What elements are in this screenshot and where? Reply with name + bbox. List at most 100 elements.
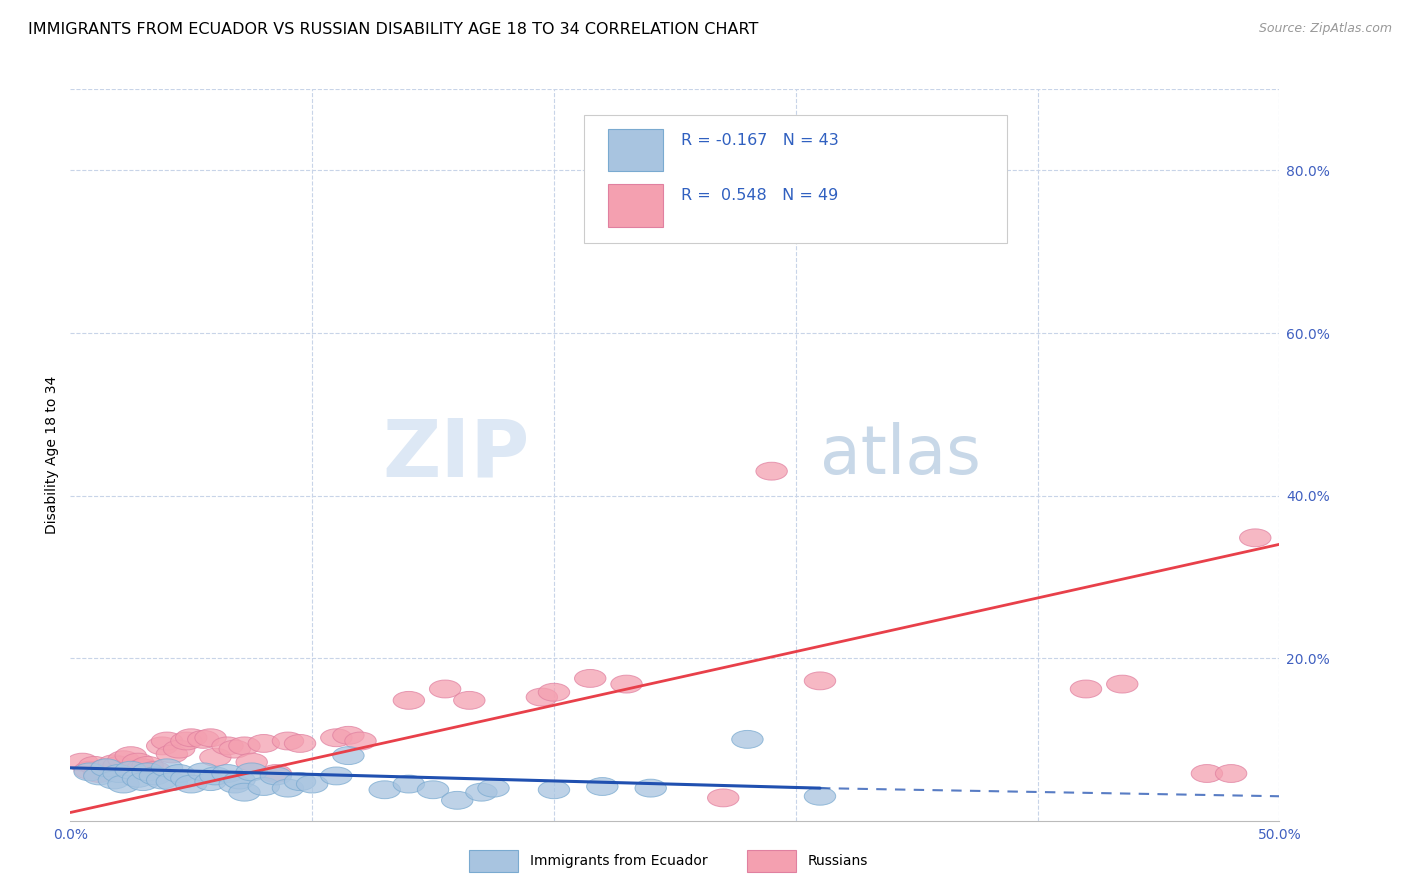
Ellipse shape [368, 780, 401, 798]
Ellipse shape [108, 751, 139, 769]
Ellipse shape [156, 772, 187, 790]
Ellipse shape [538, 780, 569, 798]
Ellipse shape [219, 740, 250, 758]
Ellipse shape [98, 771, 129, 789]
Ellipse shape [108, 775, 139, 793]
Ellipse shape [229, 737, 260, 755]
Ellipse shape [418, 780, 449, 798]
Ellipse shape [575, 670, 606, 688]
Ellipse shape [152, 732, 183, 750]
Ellipse shape [273, 732, 304, 750]
Ellipse shape [236, 763, 267, 780]
Ellipse shape [91, 759, 122, 777]
FancyBboxPatch shape [609, 185, 662, 227]
Ellipse shape [321, 767, 352, 785]
Ellipse shape [731, 731, 763, 748]
Ellipse shape [122, 753, 153, 771]
Ellipse shape [115, 761, 146, 780]
Text: Immigrants from Ecuador: Immigrants from Ecuador [530, 854, 707, 868]
FancyBboxPatch shape [609, 128, 662, 171]
Ellipse shape [229, 783, 260, 801]
Ellipse shape [526, 688, 558, 706]
Ellipse shape [103, 756, 135, 774]
Ellipse shape [247, 778, 280, 796]
Ellipse shape [187, 731, 219, 748]
Ellipse shape [139, 761, 170, 780]
Ellipse shape [115, 747, 146, 764]
Ellipse shape [756, 462, 787, 480]
Ellipse shape [394, 691, 425, 709]
Text: Source: ZipAtlas.com: Source: ZipAtlas.com [1258, 22, 1392, 36]
Ellipse shape [586, 778, 619, 796]
Ellipse shape [1240, 529, 1271, 547]
Ellipse shape [132, 763, 163, 780]
Ellipse shape [344, 732, 377, 750]
Ellipse shape [247, 734, 280, 752]
Ellipse shape [200, 748, 231, 766]
Ellipse shape [170, 732, 202, 750]
Ellipse shape [394, 775, 425, 793]
Ellipse shape [1215, 764, 1247, 782]
Ellipse shape [333, 747, 364, 764]
Ellipse shape [454, 691, 485, 709]
Ellipse shape [321, 729, 352, 747]
Ellipse shape [610, 675, 643, 693]
Ellipse shape [284, 734, 316, 752]
FancyBboxPatch shape [470, 850, 517, 871]
Ellipse shape [212, 764, 243, 782]
Ellipse shape [127, 772, 159, 790]
Ellipse shape [1070, 680, 1102, 698]
Ellipse shape [333, 726, 364, 744]
Ellipse shape [163, 740, 195, 758]
Ellipse shape [804, 672, 835, 690]
Ellipse shape [195, 729, 226, 747]
Text: ZIP: ZIP [382, 416, 530, 494]
Text: atlas: atlas [820, 422, 981, 488]
Ellipse shape [66, 753, 98, 771]
Ellipse shape [804, 788, 835, 805]
Ellipse shape [139, 767, 170, 785]
Ellipse shape [284, 772, 316, 790]
Ellipse shape [538, 683, 569, 701]
Ellipse shape [91, 759, 122, 777]
FancyBboxPatch shape [585, 115, 1007, 243]
Ellipse shape [1107, 675, 1137, 693]
Ellipse shape [200, 767, 231, 785]
Ellipse shape [195, 772, 226, 790]
Ellipse shape [152, 759, 183, 777]
Y-axis label: Disability Age 18 to 34: Disability Age 18 to 34 [45, 376, 59, 534]
Ellipse shape [236, 753, 267, 771]
Ellipse shape [156, 745, 187, 763]
Ellipse shape [260, 767, 291, 785]
Ellipse shape [127, 759, 159, 777]
Text: R =  0.548   N = 49: R = 0.548 N = 49 [681, 188, 838, 203]
Ellipse shape [170, 770, 202, 788]
Ellipse shape [273, 780, 304, 797]
Ellipse shape [83, 764, 115, 782]
FancyBboxPatch shape [748, 850, 796, 871]
Ellipse shape [1191, 764, 1223, 782]
Ellipse shape [973, 225, 1005, 243]
Ellipse shape [75, 761, 105, 780]
Ellipse shape [79, 756, 110, 774]
Ellipse shape [146, 771, 179, 789]
Ellipse shape [98, 755, 129, 772]
Ellipse shape [441, 791, 472, 809]
Ellipse shape [163, 764, 195, 782]
Ellipse shape [122, 770, 153, 788]
Ellipse shape [212, 737, 243, 755]
Ellipse shape [187, 763, 219, 780]
Ellipse shape [224, 771, 256, 789]
Ellipse shape [83, 767, 115, 785]
Ellipse shape [75, 763, 105, 780]
Text: IMMIGRANTS FROM ECUADOR VS RUSSIAN DISABILITY AGE 18 TO 34 CORRELATION CHART: IMMIGRANTS FROM ECUADOR VS RUSSIAN DISAB… [28, 22, 758, 37]
Ellipse shape [132, 756, 163, 774]
Ellipse shape [176, 775, 207, 793]
Ellipse shape [707, 789, 740, 807]
Ellipse shape [146, 737, 179, 755]
Ellipse shape [636, 780, 666, 797]
Ellipse shape [478, 780, 509, 797]
Ellipse shape [260, 764, 291, 782]
Ellipse shape [219, 775, 250, 793]
Ellipse shape [465, 783, 498, 801]
